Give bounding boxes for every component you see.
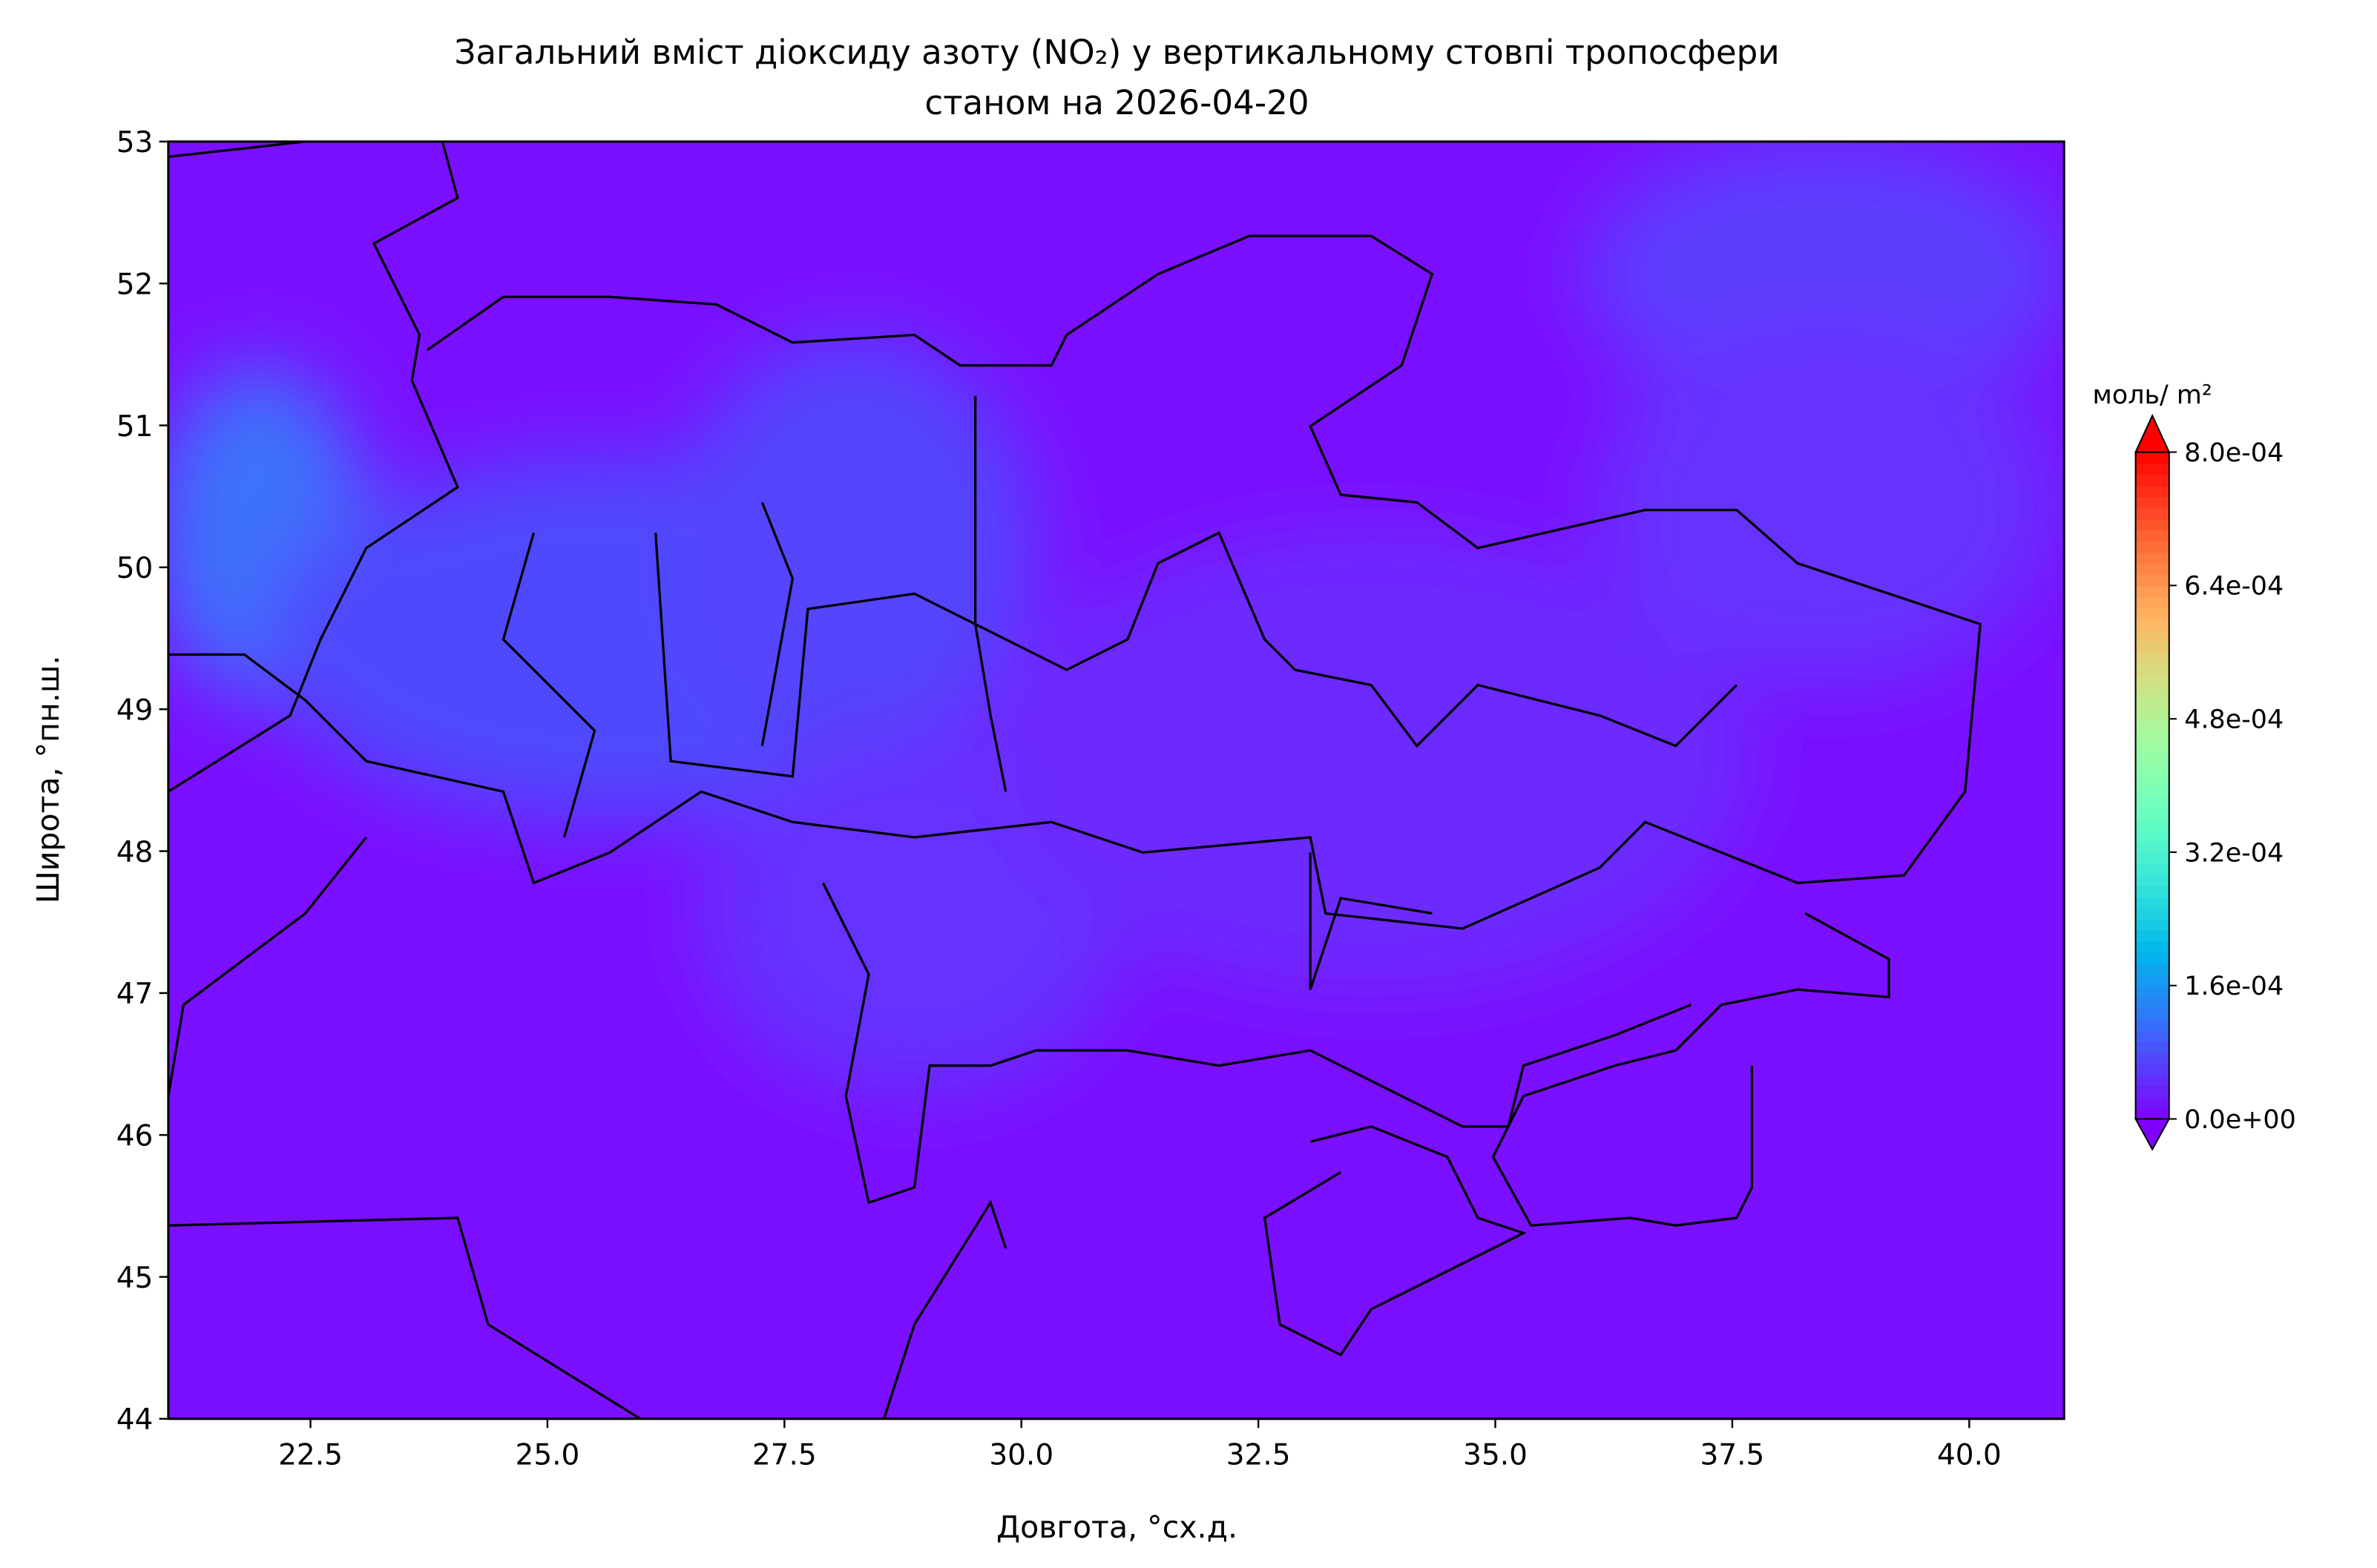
colorbar-segment xyxy=(2135,641,2169,653)
colorbar-segment xyxy=(2135,808,2169,820)
subtitle: станом на 2026-04-20 xyxy=(924,83,1309,122)
colorbar-segment xyxy=(2135,452,2169,464)
colorbar-segment xyxy=(2135,607,2169,620)
y-tick-label: 49 xyxy=(116,694,154,728)
colorbar-segment xyxy=(2135,518,2169,531)
y-tick-label: 46 xyxy=(116,1120,154,1153)
colorbar-segment xyxy=(2135,507,2169,520)
colorbar-segment xyxy=(2135,574,2169,587)
colorbar-segment xyxy=(2135,851,2169,864)
colorbar-segment xyxy=(2135,719,2169,731)
colorbar-segment xyxy=(2135,630,2169,642)
colorbar-segment xyxy=(2135,797,2169,809)
colorbar-segment xyxy=(2135,963,2169,975)
colorbar-segment xyxy=(2135,463,2169,475)
colorbar-segment xyxy=(2135,752,2169,765)
x-tick-label: 30.0 xyxy=(989,1438,1053,1472)
colorbar-segment xyxy=(2135,863,2169,875)
colorbar-segment xyxy=(2135,1018,2169,1031)
colorbar-extend-min xyxy=(2134,1118,2171,1151)
colorbar-segment xyxy=(2135,941,2169,953)
x-tick-label: 37.5 xyxy=(1700,1438,1765,1472)
field-shading xyxy=(168,141,2065,1096)
colorbar-segment xyxy=(2135,985,2169,998)
colorbar-segment xyxy=(2135,896,2169,909)
colorbar-segment xyxy=(2135,840,2169,853)
colorbar-segment xyxy=(2135,730,2169,742)
colorbar-segment xyxy=(2135,763,2169,776)
y-tick-label: 52 xyxy=(116,269,154,302)
colorbar-segment xyxy=(2135,741,2169,754)
y-tick-label: 51 xyxy=(116,410,154,444)
x-tick-label: 27.5 xyxy=(752,1438,817,1472)
x-tick-label: 22.5 xyxy=(278,1438,343,1472)
colorbar-segment xyxy=(2135,1085,2169,1098)
colorbar-tick-label: 4.8e-04 xyxy=(2184,705,2284,734)
colorbar-segment xyxy=(2135,685,2169,698)
x-tick-label: 35.0 xyxy=(1463,1438,1528,1472)
axes-frame xyxy=(167,140,2065,1420)
colorbar-segment xyxy=(2135,874,2169,886)
colorbar-segment xyxy=(2135,474,2169,487)
colorbar-segment xyxy=(2135,1052,2169,1064)
colorbar-label: моль/ m² xyxy=(2093,381,2212,410)
colorbar-segment xyxy=(2135,819,2169,831)
x-tick-label: 40.0 xyxy=(1937,1438,2002,1472)
colorbar-segment xyxy=(2135,929,2169,942)
colorbar-segment xyxy=(2135,663,2169,676)
y-tick-label: 44 xyxy=(116,1403,154,1437)
title: Загальний вміст діоксиду азоту (NO₂) у в… xyxy=(454,33,1779,72)
map-area xyxy=(168,141,2065,1419)
colorbar-segment xyxy=(2135,552,2169,564)
colorbar-segment xyxy=(2135,918,2169,931)
y-tick-label: 50 xyxy=(116,552,154,585)
colorbar-segment xyxy=(2135,1074,2169,1087)
colorbar-segment xyxy=(2135,885,2169,897)
x-axis-label: Довгота, °сх.д. xyxy=(996,1509,1237,1545)
colorbar-segment xyxy=(2135,1007,2169,1020)
colorbar-segment xyxy=(2135,996,2169,1009)
colorbar-tick-label: 6.4e-04 xyxy=(2184,572,2284,602)
colorbar-segment xyxy=(2135,496,2169,509)
colorbar-segment xyxy=(2135,829,2169,842)
y-tick-label: 47 xyxy=(116,978,154,1011)
colorbar-extend-max xyxy=(2134,413,2171,453)
colorbar-segment xyxy=(2135,485,2169,498)
colorbar-segment xyxy=(2135,541,2169,553)
colorbar-segment xyxy=(2135,1063,2169,1075)
colorbar-segment xyxy=(2135,1107,2169,1120)
colorbar-segment xyxy=(2135,952,2169,964)
colorbar-tick-label: 1.6e-04 xyxy=(2184,972,2284,1001)
colorbar-segment xyxy=(2135,652,2169,665)
colorbar-segment xyxy=(2135,785,2169,798)
colorbar-segment xyxy=(2135,1041,2169,1053)
colorbar-tick-label: 3.2e-04 xyxy=(2184,838,2284,868)
borders xyxy=(168,141,1982,1419)
y-tick-label: 53 xyxy=(116,126,154,159)
colorbar-segment xyxy=(2135,530,2169,542)
colorbar-tick-label: 8.0e-04 xyxy=(2184,438,2284,468)
y-axis-label: Широта, °пн.ш. xyxy=(30,656,66,904)
y-tick-label: 48 xyxy=(116,836,154,869)
colorbar-segment xyxy=(2135,1096,2169,1109)
colorbar-segment xyxy=(2135,563,2169,576)
colorbar-segment xyxy=(2135,1030,2169,1042)
y-tick-label: 45 xyxy=(116,1262,154,1295)
colorbar-segment xyxy=(2135,974,2169,986)
colorbar-segment xyxy=(2135,907,2169,920)
colorbar-segment xyxy=(2135,696,2169,709)
x-tick-label: 25.0 xyxy=(516,1438,580,1472)
colorbar-segment xyxy=(2135,619,2169,631)
colorbar-segment xyxy=(2135,596,2169,609)
x-tick-label: 32.5 xyxy=(1226,1438,1291,1472)
colorbar-segment xyxy=(2135,774,2169,787)
colorbar-segment xyxy=(2135,585,2169,598)
colorbar-tick-label: 0.0e+00 xyxy=(2184,1105,2296,1135)
colorbar-frame xyxy=(2134,451,2170,1120)
colorbar-segment xyxy=(2135,708,2169,720)
colorbar-segment xyxy=(2135,674,2169,687)
